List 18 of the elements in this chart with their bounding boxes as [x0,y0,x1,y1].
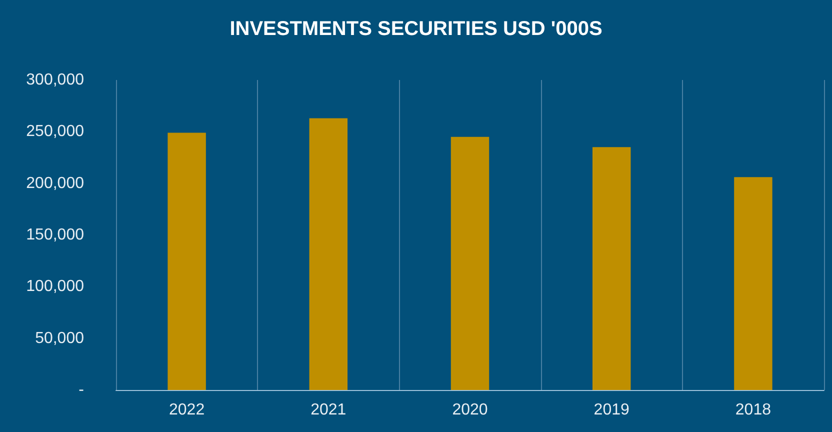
y-tick-label: 50,000 [35,330,84,347]
x-tick-label: 2020 [452,402,488,418]
bar [450,136,490,390]
x-tick-label: 2022 [169,402,205,418]
bar [309,118,348,390]
x-tick-label: 2019 [594,402,630,418]
y-tick-label: 150,000 [26,226,84,244]
y-tick-label: - [78,382,84,398]
y-tick-label: 100,000 [26,278,84,296]
bar [168,132,206,390]
y-tick-label: 300,000 [26,72,84,88]
x-tick-label: 2018 [735,402,772,418]
x-tick-label: 2021 [310,402,346,418]
y-tick-label: 250,000 [26,123,84,140]
y-tick-label: 200,000 [26,174,84,192]
bar [592,147,631,390]
chart-title: INVESTMENTS SECURITIES USD '000S [230,18,602,40]
bar [734,177,772,390]
